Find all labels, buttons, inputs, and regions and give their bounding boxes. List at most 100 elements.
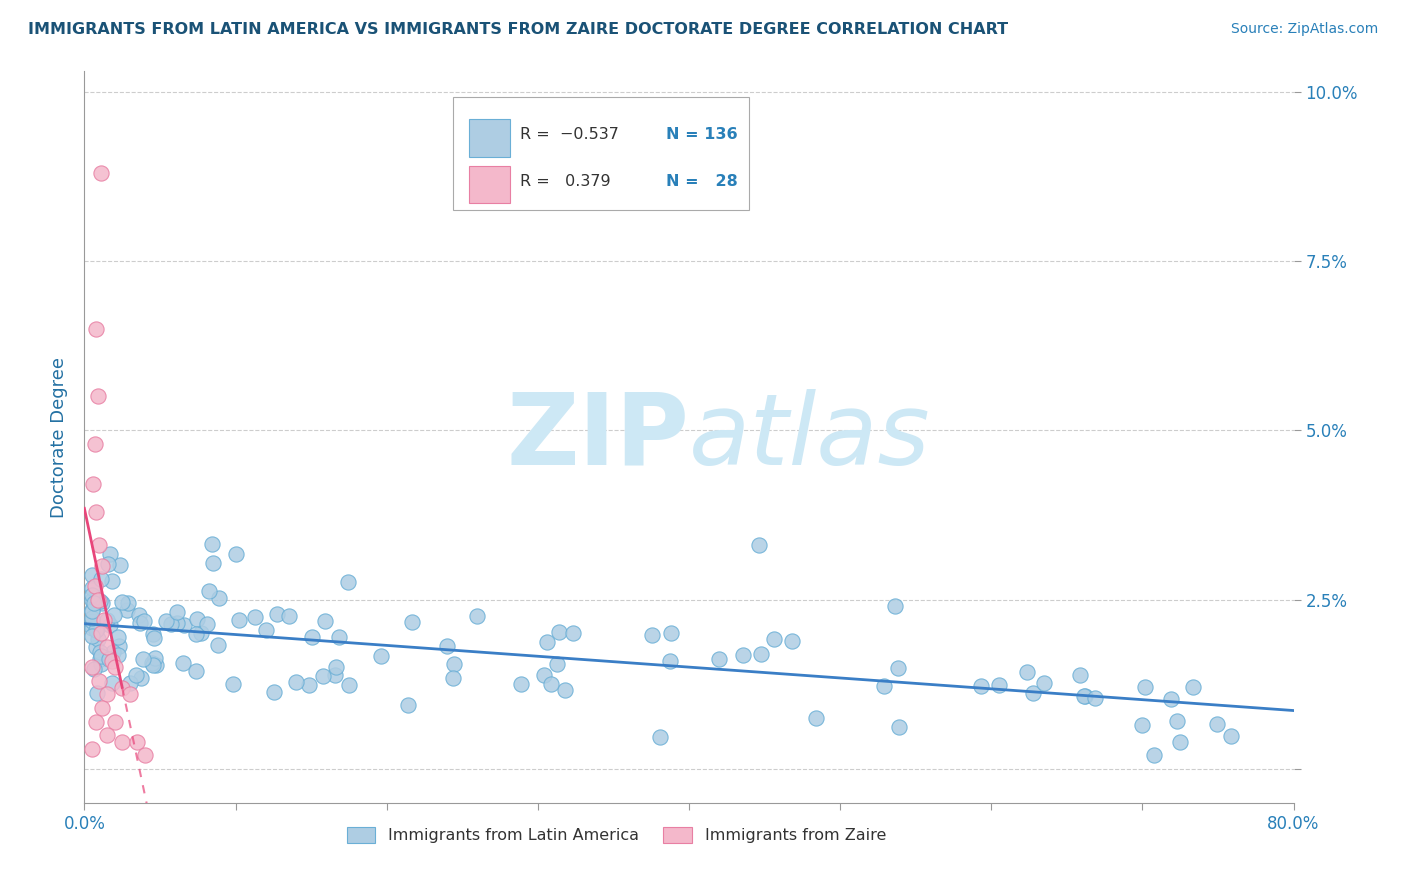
Point bbox=[436, 640, 458, 654]
Point bbox=[93, 613, 115, 627]
Text: N = 136: N = 136 bbox=[665, 128, 737, 143]
Point bbox=[872, 680, 894, 694]
Point bbox=[396, 698, 419, 712]
Text: ZIP: ZIP bbox=[506, 389, 689, 485]
Point bbox=[100, 618, 122, 632]
Point bbox=[80, 622, 103, 636]
Legend: Immigrants from Latin America, Immigrants from Zaire: Immigrants from Latin America, Immigrant… bbox=[340, 821, 893, 850]
Point bbox=[186, 627, 208, 641]
Point bbox=[465, 609, 488, 624]
Point bbox=[883, 599, 905, 614]
Point bbox=[86, 505, 108, 519]
Point bbox=[1084, 690, 1107, 705]
Point bbox=[1170, 735, 1192, 749]
Point bbox=[1073, 689, 1095, 703]
Point bbox=[80, 567, 103, 582]
Point bbox=[1133, 680, 1156, 694]
Point bbox=[548, 624, 571, 639]
Point bbox=[312, 668, 335, 682]
Point bbox=[86, 622, 108, 636]
Point bbox=[988, 678, 1011, 692]
Point bbox=[83, 662, 105, 676]
Point bbox=[561, 625, 583, 640]
Point bbox=[110, 594, 132, 608]
FancyBboxPatch shape bbox=[453, 97, 749, 211]
Point bbox=[84, 640, 107, 654]
Point bbox=[337, 678, 360, 692]
Point bbox=[96, 640, 118, 654]
Point bbox=[118, 688, 141, 702]
Point bbox=[96, 613, 118, 627]
Point bbox=[115, 603, 138, 617]
Point bbox=[128, 615, 150, 630]
Point bbox=[111, 681, 134, 695]
Point bbox=[1143, 748, 1166, 763]
Point bbox=[222, 677, 245, 691]
Point bbox=[1160, 691, 1182, 706]
Point bbox=[84, 623, 107, 637]
Point bbox=[731, 648, 754, 662]
Point bbox=[301, 630, 323, 644]
Point bbox=[208, 591, 231, 605]
Point bbox=[1220, 729, 1243, 743]
Point bbox=[87, 389, 110, 403]
Point bbox=[128, 607, 150, 622]
Point bbox=[540, 677, 562, 691]
Point bbox=[108, 639, 131, 653]
Y-axis label: Doctorate Degree: Doctorate Degree bbox=[49, 357, 67, 517]
Point bbox=[243, 609, 266, 624]
Point bbox=[111, 735, 134, 749]
Point bbox=[129, 671, 152, 685]
Point bbox=[86, 685, 108, 699]
Point bbox=[887, 660, 910, 674]
Point bbox=[1033, 676, 1056, 690]
Text: Source: ZipAtlas.com: Source: ZipAtlas.com bbox=[1230, 22, 1378, 37]
Point bbox=[648, 730, 671, 744]
Point bbox=[254, 623, 277, 637]
Point bbox=[1022, 686, 1045, 700]
Point bbox=[707, 652, 730, 666]
Point bbox=[1130, 717, 1153, 731]
Point bbox=[141, 656, 163, 670]
Point bbox=[184, 664, 207, 678]
Point bbox=[117, 596, 139, 610]
Point bbox=[100, 548, 122, 562]
Point bbox=[207, 638, 229, 652]
Point bbox=[804, 711, 827, 725]
Point bbox=[1181, 680, 1204, 694]
Point bbox=[225, 547, 247, 561]
Point bbox=[266, 607, 288, 621]
Point bbox=[127, 735, 149, 749]
Point bbox=[142, 627, 165, 641]
Point bbox=[91, 558, 114, 573]
Point bbox=[443, 657, 465, 671]
Point bbox=[337, 575, 360, 590]
Point bbox=[84, 437, 107, 451]
Point bbox=[90, 166, 112, 180]
Point bbox=[89, 538, 111, 552]
Point bbox=[201, 537, 224, 551]
Point bbox=[228, 614, 250, 628]
Point bbox=[87, 592, 110, 607]
Point bbox=[86, 322, 108, 336]
Point bbox=[104, 660, 127, 674]
Point bbox=[195, 616, 218, 631]
Point bbox=[80, 611, 103, 625]
Point bbox=[96, 688, 118, 702]
Point bbox=[143, 651, 166, 665]
Point bbox=[748, 538, 770, 552]
Point bbox=[145, 658, 167, 673]
Point bbox=[104, 714, 127, 729]
Point bbox=[89, 651, 111, 665]
Point bbox=[107, 648, 129, 662]
Point bbox=[263, 684, 285, 698]
Point bbox=[160, 617, 183, 632]
Point bbox=[80, 618, 103, 632]
Point bbox=[80, 741, 103, 756]
Point bbox=[509, 677, 531, 691]
Text: IMMIGRANTS FROM LATIN AMERICA VS IMMIGRANTS FROM ZAIRE DOCTORATE DEGREE CORRELAT: IMMIGRANTS FROM LATIN AMERICA VS IMMIGRA… bbox=[28, 22, 1008, 37]
Point bbox=[763, 632, 786, 647]
Point bbox=[86, 714, 108, 729]
Point bbox=[1017, 665, 1039, 680]
Point bbox=[87, 632, 110, 646]
